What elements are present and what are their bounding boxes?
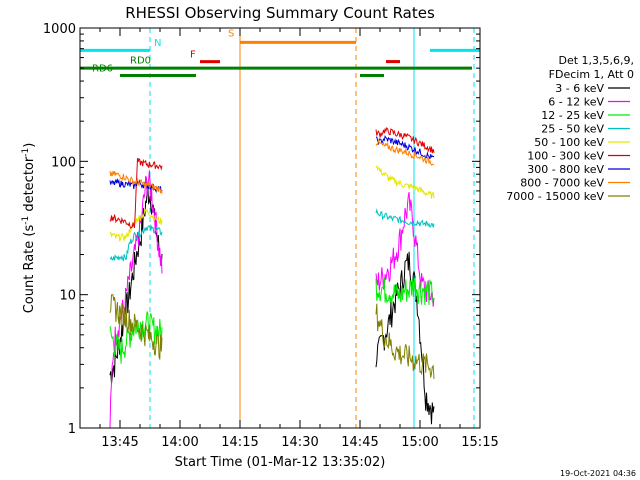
- series-line-1: [375, 191, 435, 307]
- x-tick-label: 15:00: [401, 435, 438, 450]
- rd6-label: RD6: [92, 64, 113, 75]
- y-label-sup1: -1: [21, 216, 31, 225]
- series-line-4: [109, 207, 163, 242]
- y-axis-label: Count Rate (s-1 detector-1): [21, 143, 37, 314]
- legend-header-1: Det 1,3,5,6,9,: [558, 54, 634, 67]
- y-label-main: Count Rate (s: [22, 225, 37, 314]
- legend-label: 25 - 50 keV: [541, 123, 604, 136]
- series-line-7: [375, 139, 434, 166]
- legend-label: 12 - 25 keV: [541, 109, 604, 122]
- legend-label: 800 - 7000 keV: [520, 177, 604, 190]
- footer-date: 19-Oct-2021 04:36: [560, 469, 636, 478]
- series-line-5: [109, 157, 163, 230]
- legend-label: 6 - 12 keV: [548, 96, 604, 109]
- x-tick-label: 14:30: [281, 435, 318, 450]
- night-label: N: [154, 38, 161, 49]
- x-tick-label: 14:00: [161, 435, 198, 450]
- y-tick-label: 1000: [43, 22, 76, 37]
- x-tick-label: 15:15: [461, 435, 498, 450]
- saa-label: S: [228, 29, 234, 40]
- series-line-5: [375, 127, 435, 154]
- y-label-sup2: -1: [21, 148, 31, 157]
- x-tick-label: 14:15: [221, 435, 258, 450]
- legend-label: 7000 - 15000 keV: [506, 190, 604, 203]
- y-label-end: ): [22, 143, 37, 148]
- x-tick-label: 13:45: [101, 435, 138, 450]
- plot-area: N F S RD0 RD6: [79, 28, 480, 429]
- y-tick-label: 1: [68, 422, 76, 437]
- y-tick-label: 100: [51, 155, 76, 170]
- legend-label: 100 - 300 keV: [527, 150, 604, 163]
- chart-title: RHESSI Observing Summary Count Rates: [125, 4, 435, 22]
- x-axis: 13:45 14:00 14:15 14:30 14:45 15:00 15:15: [99, 28, 499, 450]
- series-line-4: [375, 164, 435, 199]
- series-line-6: [375, 134, 435, 160]
- x-tick-label: 14:45: [341, 435, 378, 450]
- legend-header-2: FDecim 1, Att 0: [549, 68, 634, 81]
- y-tick-label: 10: [59, 289, 76, 304]
- legend-label: 50 - 100 keV: [534, 136, 604, 149]
- series-line-2: [109, 311, 163, 364]
- series-line-3: [109, 224, 163, 262]
- series-line-8: [109, 294, 163, 360]
- series-line-7: [109, 170, 163, 194]
- x-axis-label: Start Time (01-Mar-12 13:35:02): [175, 455, 386, 470]
- legend-label: 300 - 800 keV: [527, 163, 604, 176]
- series-line-2: [375, 277, 435, 306]
- rd0-label: RD0: [130, 56, 151, 67]
- series-line-3: [375, 208, 435, 228]
- series-line-1: [109, 170, 163, 429]
- series-line-0: [375, 251, 435, 425]
- legend-label: 3 - 6 keV: [555, 82, 604, 95]
- legend: Det 1,3,5,6,9, FDecim 1, Att 0 3 - 6 keV…: [506, 54, 634, 203]
- series-line-8: [375, 303, 435, 379]
- flare-label: F: [190, 50, 196, 61]
- y-label-mid: detector: [22, 156, 37, 216]
- y-axis: 1 10 100 1000: [43, 22, 480, 437]
